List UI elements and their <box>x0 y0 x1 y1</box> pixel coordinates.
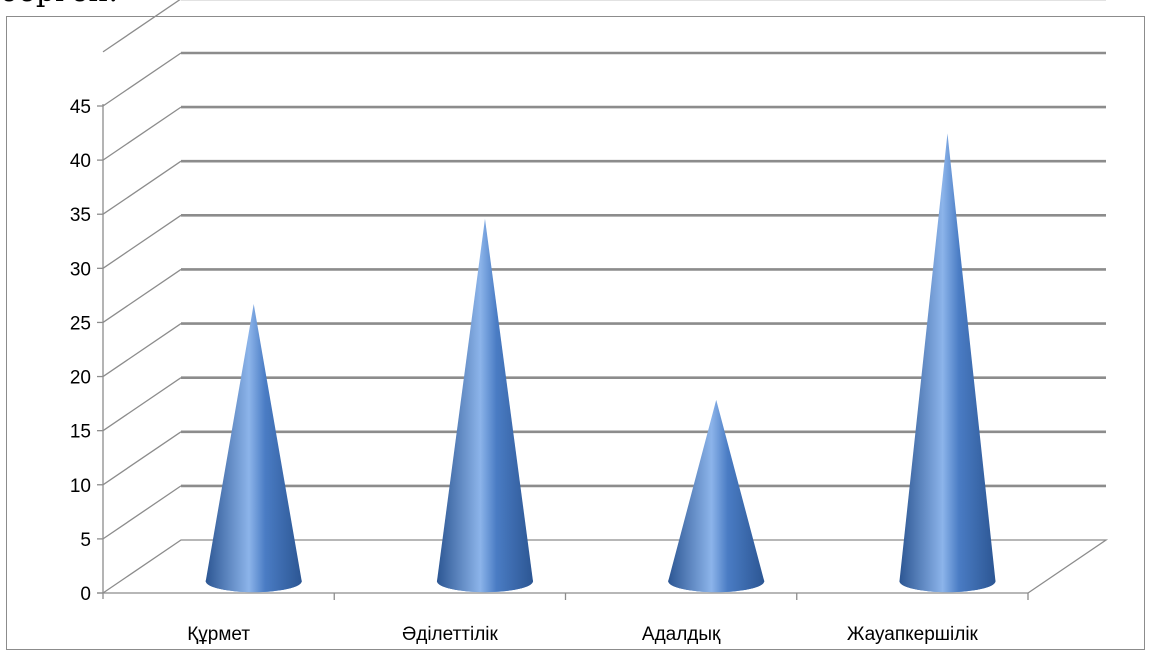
y-tick-label: 15 <box>70 422 91 443</box>
y-tick-label: 5 <box>80 530 91 551</box>
side-gridline <box>102 431 182 486</box>
y-tick-label: 25 <box>70 313 91 334</box>
category-label: Жауапкершілік <box>847 624 979 645</box>
cone-bar <box>668 399 765 593</box>
side-gridline <box>102 106 182 161</box>
side-gridline <box>102 214 182 269</box>
category-label: Құрмет <box>187 624 250 645</box>
cone-bar <box>436 218 533 593</box>
side-gridline <box>102 52 182 107</box>
y-tick-label: 20 <box>70 368 91 389</box>
cone-body <box>668 399 765 593</box>
y-tick-label: 10 <box>70 476 91 497</box>
cone-body <box>205 303 302 593</box>
side-gridline <box>102 377 182 432</box>
side-gridline <box>102 485 182 540</box>
preceding-text-fragment: берген. <box>0 0 118 9</box>
y-tick-labels: 0 5 10 15 20 25 30 35 40 45 <box>70 97 91 605</box>
y-tick-label: 35 <box>70 205 91 226</box>
cones <box>205 133 996 593</box>
category-label: Әділеттілік <box>402 624 499 645</box>
floor-outline <box>102 539 1109 594</box>
y-tick-label: 0 <box>80 584 91 605</box>
side-gridline <box>102 268 182 323</box>
side-gridline <box>102 323 182 378</box>
cone-bar <box>205 303 302 593</box>
y-tick-label: 30 <box>70 259 91 280</box>
side-gridline <box>102 160 182 215</box>
cone-body <box>899 133 996 593</box>
axes <box>97 104 1029 600</box>
cone-body <box>436 218 533 593</box>
category-labels: Құрмет Әділеттілік Адалдық Жауапкершілік <box>187 624 978 645</box>
cone-bar <box>899 133 996 593</box>
y-tick-label: 45 <box>70 97 91 118</box>
category-label: Адалдық <box>642 624 721 645</box>
y-tick-label: 40 <box>70 151 91 172</box>
side-gridline <box>102 0 181 53</box>
